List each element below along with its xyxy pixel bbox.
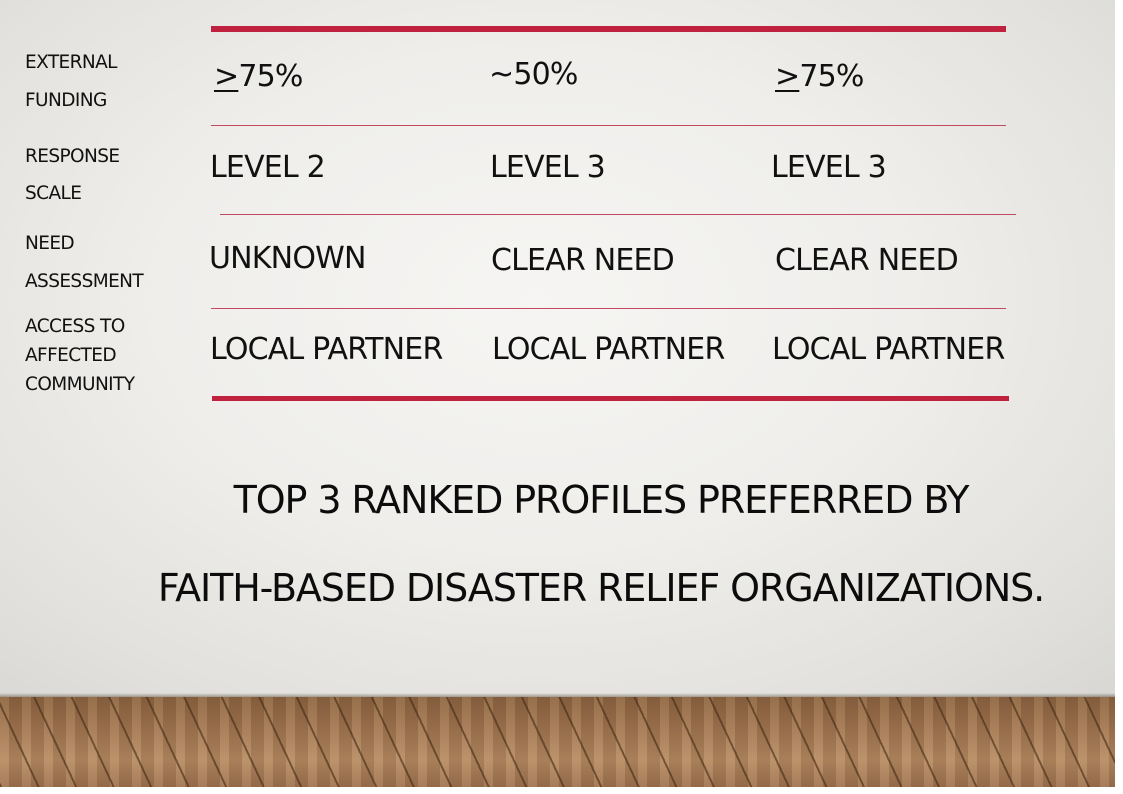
cell-scale-profile-1: LEVEL 2 (210, 150, 326, 185)
row-label-external-funding: EXTERNAL FUNDING (25, 48, 117, 115)
caption-line-2: FAITH-BASED DISASTER RELIEF ORGANIZATION… (157, 566, 1045, 610)
cell-value: 75% (799, 59, 864, 94)
caption-line-1: TOP 3 RANKED PROFILES PREFERRED BY (233, 478, 970, 522)
cell-access-profile-1: LOCAL PARTNER (210, 335, 443, 365)
greater-equal-sign: > (775, 59, 800, 94)
row-divider-3 (211, 308, 1006, 309)
label-line: AFFECTED (25, 345, 117, 366)
cell-value: CLEAR NEED (775, 243, 959, 278)
label-line: RESPONSE (25, 146, 120, 167)
cell-funding-profile-3: >75% (775, 62, 864, 92)
label-line: NEED (25, 233, 75, 254)
row-divider-2 (220, 214, 1016, 215)
top-rule (211, 26, 1006, 32)
label-line: FUNDING (25, 90, 107, 111)
cell-value: LOCAL PARTNER (492, 332, 725, 367)
cell-value: LEVEL 3 (771, 150, 887, 185)
wood-floor-image (0, 697, 1115, 787)
cell-scale-profile-2: LEVEL 3 (490, 150, 606, 185)
bottom-rule (212, 396, 1009, 401)
cell-access-profile-2: LOCAL PARTNER (492, 335, 725, 365)
cell-funding-profile-2: ~50% (489, 60, 578, 90)
floor-shadow (0, 693, 1115, 699)
row-label-access-community: ACCESS TO AFFECTED COMMUNITY (25, 312, 135, 399)
cell-value: LOCAL PARTNER (210, 332, 443, 367)
row-label-need-assessment: NEED ASSESSMENT (25, 229, 144, 296)
cell-value: UNKNOWN (209, 241, 366, 276)
label-line: ACCESS TO (25, 316, 125, 337)
cell-need-profile-1: UNKNOWN (209, 244, 366, 274)
cell-value: 75% (238, 59, 303, 94)
cell-need-profile-3: CLEAR NEED (775, 243, 959, 278)
row-divider-1 (211, 125, 1006, 126)
cell-value: ~50% (489, 57, 578, 92)
greater-equal-sign: > (214, 59, 239, 94)
cell-value: CLEAR NEED (491, 243, 675, 278)
label-line: SCALE (25, 183, 82, 204)
cell-scale-profile-3: LEVEL 3 (771, 150, 887, 185)
label-line: EXTERNAL (25, 52, 117, 73)
row-label-response-scale: RESPONSE SCALE (25, 142, 120, 208)
cell-need-profile-2: CLEAR NEED (491, 243, 675, 278)
label-line: COMMUNITY (25, 374, 135, 395)
cell-value: LOCAL PARTNER (772, 332, 1005, 367)
cell-value: LEVEL 3 (490, 150, 606, 185)
label-line: ASSESSMENT (25, 271, 144, 292)
cell-value: LEVEL 2 (210, 150, 326, 185)
cell-access-profile-3: LOCAL PARTNER (772, 335, 1005, 365)
cell-funding-profile-1: >75% (214, 62, 303, 92)
